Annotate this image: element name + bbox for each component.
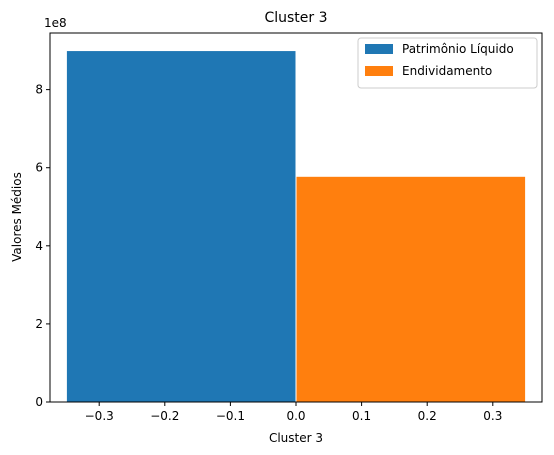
bar-1 bbox=[295, 175, 527, 403]
x-tick-label: 0.1 bbox=[352, 409, 371, 423]
x-tick-label: −0.1 bbox=[216, 409, 245, 423]
y-tick-label: 2 bbox=[35, 317, 43, 331]
chart-title: Cluster 3 bbox=[264, 10, 327, 26]
legend-label-1: Endividamento bbox=[402, 64, 492, 78]
bar-0 bbox=[65, 50, 297, 403]
y-axis-ticks: 0 2 4 6 8 bbox=[35, 83, 50, 409]
x-tick-label: 0.2 bbox=[418, 409, 437, 423]
legend-label-0: Patrimônio Líquido bbox=[402, 42, 514, 56]
y-tick-label: 0 bbox=[35, 395, 43, 409]
y-tick-label: 6 bbox=[35, 161, 43, 175]
y-tick-label: 8 bbox=[35, 83, 43, 97]
x-tick-label: 0.0 bbox=[286, 409, 305, 423]
x-tick-label: −0.2 bbox=[150, 409, 179, 423]
x-axis-ticks: −0.3 −0.2 −0.1 0.0 0.1 0.2 0.3 bbox=[85, 402, 502, 423]
legend-swatch-0 bbox=[365, 44, 393, 54]
y-axis-label: Valores Médios bbox=[10, 172, 24, 262]
x-tick-label: 0.3 bbox=[483, 409, 502, 423]
bars-group bbox=[65, 50, 527, 403]
y-offset-label: 1e8 bbox=[44, 16, 67, 30]
legend: Patrimônio Líquido Endividamento bbox=[357, 37, 538, 89]
y-tick-label: 4 bbox=[35, 239, 43, 253]
x-tick-label: −0.3 bbox=[85, 409, 114, 423]
legend-frame bbox=[357, 37, 538, 89]
x-axis-label: Cluster 3 bbox=[269, 431, 323, 445]
legend-swatch-1 bbox=[365, 66, 393, 76]
